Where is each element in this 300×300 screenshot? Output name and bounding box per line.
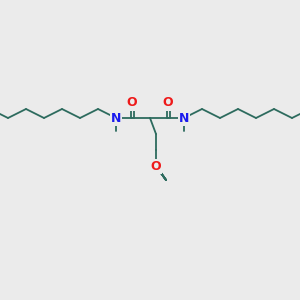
Text: O: O	[151, 160, 161, 172]
Text: O: O	[163, 97, 173, 110]
Text: N: N	[179, 112, 189, 124]
Text: O: O	[127, 97, 137, 110]
Text: N: N	[111, 112, 121, 124]
